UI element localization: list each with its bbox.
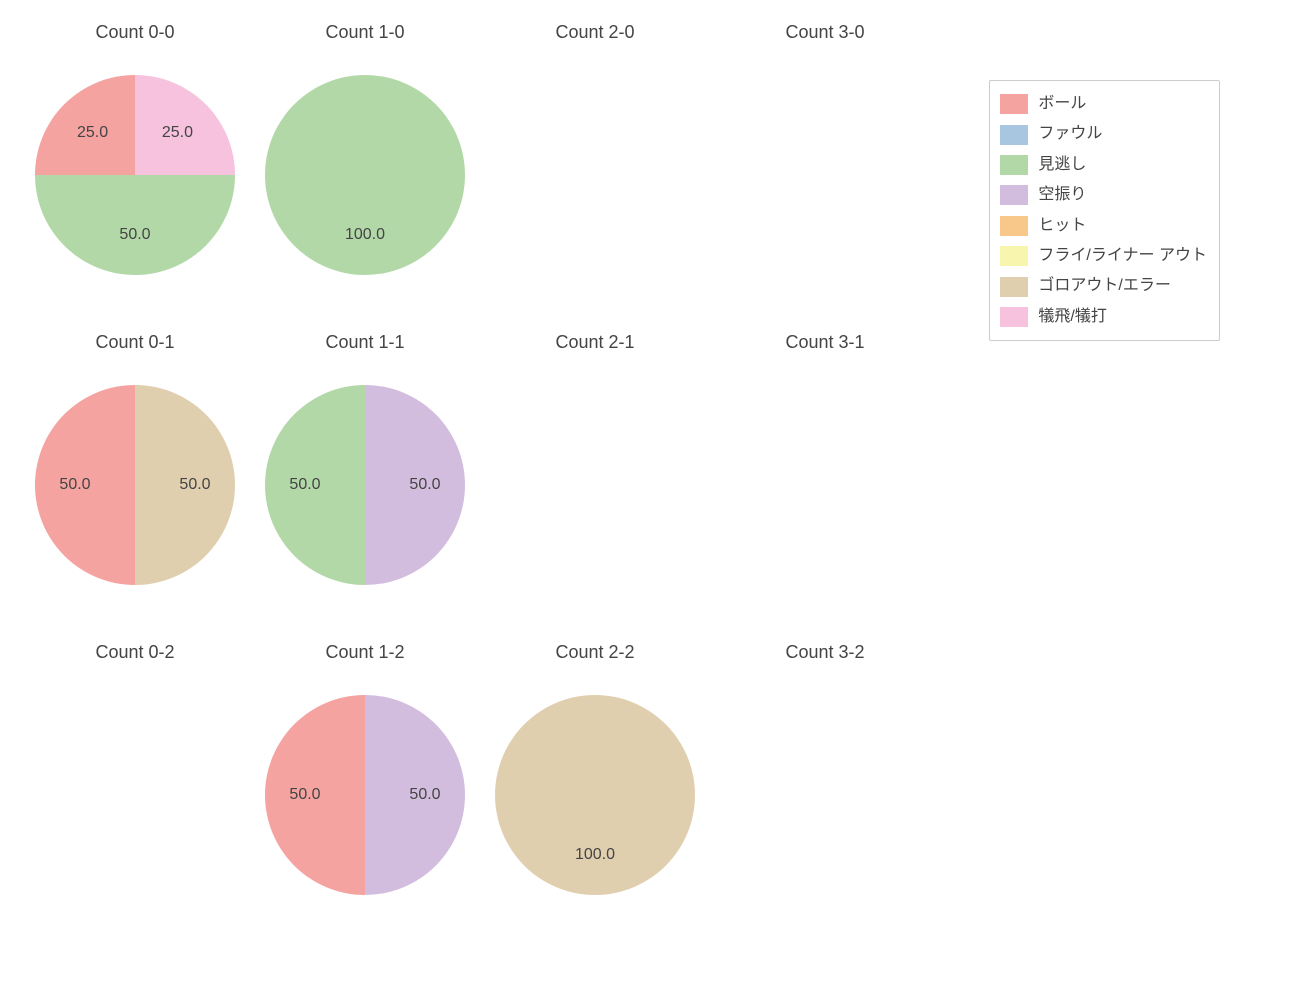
pie-chart: 50.0 50.0 — [35, 385, 235, 585]
panel-title: Count 2-0 — [480, 22, 710, 43]
legend-item: 犠飛/犠打 — [1000, 302, 1207, 332]
pie-slice-label: 25.0 — [77, 124, 108, 141]
legend-label: フライ/ライナー アウト — [1038, 241, 1207, 271]
pie-slice-label: 50.0 — [289, 476, 320, 493]
pie-wrap: 50.0 50.0 — [265, 695, 465, 895]
pie-cell: Count 3-2 — [710, 630, 940, 940]
legend-swatch — [1000, 94, 1028, 114]
pie-slice-label: 50.0 — [409, 476, 440, 493]
pie-slice-label: 25.0 — [162, 124, 193, 141]
pie-wrap: 100.0 — [265, 75, 465, 275]
chart-canvas: Count 0-025.050.025.0Count 1-0100.0Count… — [0, 0, 1300, 1000]
panel-title: Count 1-0 — [250, 22, 480, 43]
legend-swatch — [1000, 185, 1028, 205]
pie-grid: Count 0-025.050.025.0Count 1-0100.0Count… — [20, 10, 940, 940]
legend-swatch — [1000, 155, 1028, 175]
legend-label: ボール — [1038, 89, 1086, 119]
legend-label: 見逃し — [1038, 150, 1086, 180]
panel-title: Count 1-2 — [250, 642, 480, 663]
panel-title: Count 1-1 — [250, 332, 480, 353]
legend-item: 空振り — [1000, 180, 1207, 210]
legend-item: ヒット — [1000, 211, 1207, 241]
pie-slice-label: 50.0 — [289, 786, 320, 803]
pie-cell: Count 1-1 50.0 50.0 — [250, 320, 480, 630]
pie-cell: Count 1-2 50.0 50.0 — [250, 630, 480, 940]
pie-chart: 50.0 50.0 — [265, 695, 465, 895]
legend-label: ヒット — [1038, 211, 1086, 241]
panel-title: Count 0-0 — [20, 22, 250, 43]
pie-cell: Count 1-0 100.0 — [250, 10, 480, 320]
legend-swatch — [1000, 307, 1028, 327]
pie-chart: 100.0 — [265, 75, 465, 275]
panel-title: Count 3-2 — [710, 642, 940, 663]
pie-cell: Count 0-2 — [20, 630, 250, 940]
legend-label: 空振り — [1038, 180, 1086, 210]
legend-swatch — [1000, 125, 1028, 145]
pie-cell: Count 2-0 — [480, 10, 710, 320]
legend-item: ゴロアウト/エラー — [1000, 271, 1207, 301]
pie-cell: Count 3-1 — [710, 320, 940, 630]
pie-cell: Count 0-1 50.0 50.0 — [20, 320, 250, 630]
pie-cell: Count 2-2 100.0 — [480, 630, 710, 940]
legend-swatch — [1000, 277, 1028, 297]
pie-slice — [495, 695, 695, 895]
legend-label: 犠飛/犠打 — [1038, 302, 1106, 332]
pie-slice — [35, 175, 235, 275]
pie-slice — [265, 75, 465, 275]
panel-title: Count 2-1 — [480, 332, 710, 353]
pie-wrap: 100.0 — [495, 695, 695, 895]
legend: ボールファウル見逃し空振りヒットフライ/ライナー アウトゴロアウト/エラー犠飛/… — [989, 80, 1220, 341]
legend-swatch — [1000, 216, 1028, 236]
pie-chart: 25.0 50.0 25.0 — [35, 75, 235, 275]
legend-swatch — [1000, 246, 1028, 266]
pie-wrap: 50.0 50.0 — [265, 385, 465, 585]
pie-cell: Count 3-0 — [710, 10, 940, 320]
legend-item: ボール — [1000, 89, 1207, 119]
pie-slice-label: 50.0 — [59, 476, 90, 493]
legend-item: フライ/ライナー アウト — [1000, 241, 1207, 271]
legend-label: ファウル — [1038, 119, 1102, 149]
pie-cell: Count 2-1 — [480, 320, 710, 630]
pie-wrap: 50.0 50.0 — [35, 385, 235, 585]
pie-chart: 100.0 — [495, 695, 695, 895]
pie-cell: Count 0-0 25.0 50.0 25.0 — [20, 10, 250, 320]
legend-item: ファウル — [1000, 119, 1207, 149]
pie-slice-label: 50.0 — [409, 786, 440, 803]
panel-title: Count 2-2 — [480, 642, 710, 663]
pie-slice-label: 50.0 — [119, 226, 150, 243]
legend-item: 見逃し — [1000, 150, 1207, 180]
panel-title: Count 0-1 — [20, 332, 250, 353]
panel-title: Count 0-2 — [20, 642, 250, 663]
panel-title: Count 3-1 — [710, 332, 940, 353]
panel-title: Count 3-0 — [710, 22, 940, 43]
pie-chart: 50.0 50.0 — [265, 385, 465, 585]
pie-wrap: 25.0 50.0 25.0 — [35, 75, 235, 275]
pie-slice-label: 50.0 — [179, 476, 210, 493]
pie-slice-label: 100.0 — [345, 226, 385, 243]
legend-label: ゴロアウト/エラー — [1038, 271, 1170, 301]
pie-slice-label: 100.0 — [575, 846, 615, 863]
